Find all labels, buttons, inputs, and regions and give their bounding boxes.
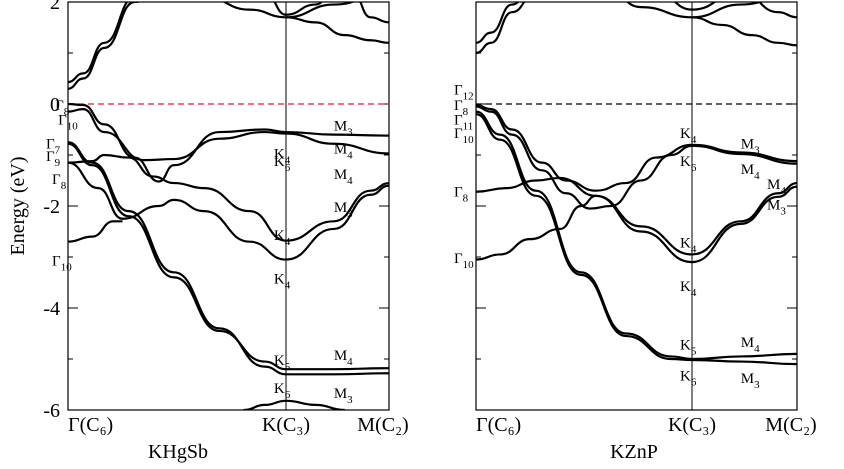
irrep-subscript: 4: [691, 287, 697, 299]
irrep-label: M4: [334, 167, 353, 187]
irrep-label: M4: [334, 141, 353, 161]
irrep-subscript: 7: [55, 144, 61, 156]
irrep-subscript: 4: [754, 170, 760, 182]
irrep-subscript: 9: [55, 157, 61, 169]
irrep-subscript: 4: [347, 149, 353, 161]
band-line: [68, 153, 389, 242]
y-tick-label: 0: [50, 94, 60, 116]
irrep-label: M3: [767, 197, 786, 217]
panel-title-khgsb: KHgSb: [148, 441, 208, 463]
irrep-subscript: 4: [691, 134, 697, 146]
y-axis-label: Energy (eV): [7, 156, 29, 255]
irrep-subscript: 4: [285, 236, 291, 248]
band-line: [673, 2, 717, 11]
band-line: [68, 102, 389, 183]
k-point-label: Γ(C₆): [476, 414, 521, 436]
band-line: [476, 176, 797, 256]
y-tick-label: -4: [43, 298, 60, 320]
panel-title-kznp: KZnP: [610, 441, 658, 463]
band-line: [68, 161, 389, 261]
irrep-subscript: 8: [61, 180, 67, 192]
irrep-subscript: 3: [347, 126, 353, 138]
band-line: [68, 2, 141, 90]
irrep-subscript: 4: [347, 175, 353, 187]
irrep-label: M4: [741, 162, 760, 182]
irrep-subscript: 3: [754, 144, 760, 156]
band-line: [476, 113, 797, 366]
irrep-subscript: 4: [780, 185, 786, 197]
y-tick-label: -6: [43, 400, 60, 422]
band-line: [476, 185, 797, 264]
band-line: [68, 142, 389, 371]
panel-khgsb: 20-2-4-6Γ(C₆) K(C₃) M(C₂)Γ8Γ7Γ10Γ9Γ8Γ10K4K…: [43, 0, 408, 436]
band-line: [273, 2, 323, 16]
irrep-label: K4: [680, 279, 697, 299]
irrep-subscript: 10: [463, 259, 475, 271]
irrep-subscript: 6: [285, 389, 291, 401]
irrep-subscript: 4: [691, 244, 697, 256]
band-line: [359, 2, 389, 24]
k-point-label: M(C₂): [765, 414, 816, 436]
band-line: [68, 107, 389, 162]
band-line: [476, 110, 797, 361]
irrep-subscript: 6: [691, 162, 697, 174]
panel-kznp: Γ(C₆) K(C₃) M(C₂)Γ12Γ8Γ11Γ10Γ8Γ10K4K6K4K4K…: [454, 1, 817, 436]
irrep-subscript: 10: [61, 262, 73, 274]
band-line: [68, 141, 389, 376]
irrep-label: M3: [741, 371, 760, 391]
band-line: [476, 103, 797, 192]
irrep-label: K5: [680, 338, 697, 358]
irrep-subscript: 8: [64, 106, 70, 118]
irrep-label: Γ8: [454, 185, 469, 205]
band-line: [476, 105, 797, 210]
irrep-subscript: 3: [347, 394, 353, 406]
irrep-subscript: 4: [285, 279, 291, 291]
k-point-label: K(C₃): [668, 414, 716, 436]
irrep-label: K4: [680, 126, 697, 146]
irrep-label: K6: [680, 154, 697, 174]
irrep-label: Γ10: [454, 251, 474, 271]
irrep-subscript: 6: [285, 162, 291, 174]
band-line: [68, 220, 123, 243]
irrep-label: K4: [274, 228, 291, 248]
irrep-label: K4: [274, 271, 291, 291]
band-line: [476, 2, 526, 55]
k-point-label: K(C₃): [262, 414, 310, 436]
irrep-label: M4: [334, 348, 353, 368]
irrep-subscript: 12: [463, 91, 474, 103]
band-line: [243, 399, 345, 410]
irrep-subscript: 3: [754, 379, 760, 391]
irrep-subscript: 8: [463, 106, 469, 118]
k-point-label: M(C₂): [357, 414, 408, 436]
irrep-subscript: 10: [67, 120, 79, 132]
irrep-label: K6: [274, 381, 291, 401]
irrep-subscript: 8: [463, 193, 469, 205]
irrep-label: M3: [334, 386, 353, 406]
irrep-subscript: 10: [463, 134, 475, 146]
y-tick-label: 2: [50, 0, 60, 14]
band-line: [285, 16, 389, 44]
irrep-subscript: 3: [780, 205, 786, 217]
irrep-label: Γ8: [52, 172, 67, 192]
irrep-subscript: 6: [691, 376, 697, 388]
irrep-subscript: 4: [754, 343, 760, 355]
band-line: [476, 2, 520, 44]
irrep-subscript: 3: [347, 208, 353, 220]
y-tick-label: -2: [43, 196, 60, 218]
band-line: [68, 2, 129, 84]
irrep-subscript: 5: [691, 346, 697, 358]
band-line: [757, 2, 797, 19]
irrep-label: K6: [680, 368, 697, 388]
irrep-subscript: 4: [347, 356, 353, 368]
k-point-label: Γ(C₆): [68, 414, 113, 436]
irrep-subscript: 11: [463, 120, 474, 132]
band-line: [691, 16, 797, 47]
irrep-label: M4: [741, 335, 760, 355]
irrep-subscript: 5: [285, 361, 291, 373]
irrep-subscript: 4: [285, 154, 291, 166]
